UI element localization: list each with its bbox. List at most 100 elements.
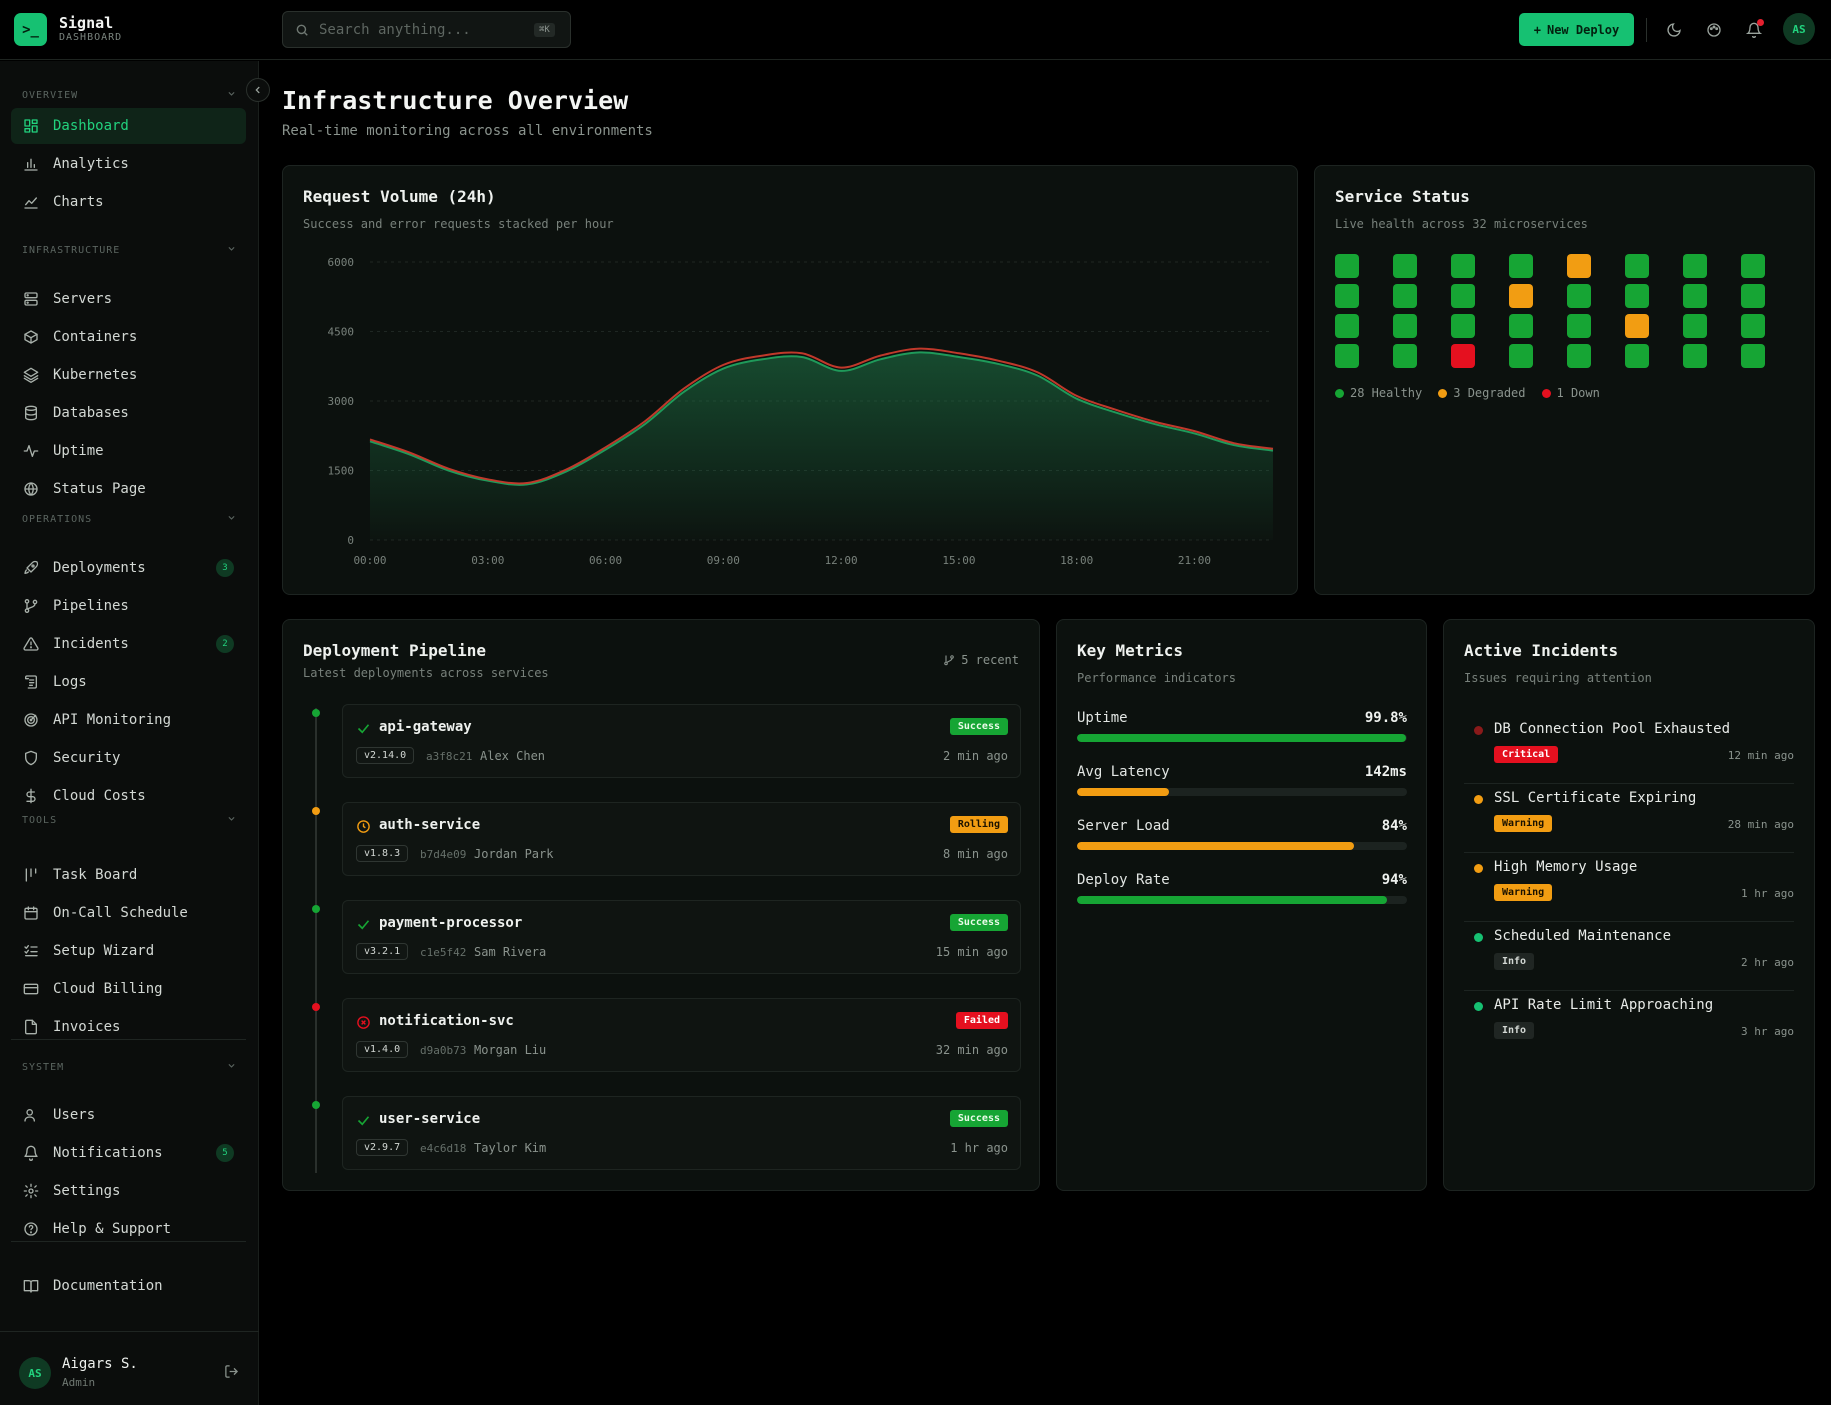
- sidebar-item-cloud-costs[interactable]: Cloud Costs: [11, 778, 246, 814]
- sidebar-item-logs[interactable]: Logs: [11, 664, 246, 700]
- deployment-row[interactable]: api-gateway v2.14.0 a3f8c21 Alex Chen Succes…: [342, 704, 1021, 778]
- incident-item[interactable]: SSL Certificate Expiring Warning 28 min ag…: [1464, 784, 1794, 853]
- sidebar-item-settings[interactable]: Settings: [11, 1173, 246, 1209]
- sidebar-item-containers[interactable]: Containers: [11, 319, 246, 355]
- sidebar-item-invoices[interactable]: Invoices: [11, 1009, 246, 1045]
- service-cell-healthy[interactable]: [1509, 344, 1533, 368]
- deployment-row[interactable]: notification-svc v1.4.0 d9a0b73 Morgan Liu F…: [342, 998, 1021, 1072]
- incident-item[interactable]: API Rate Limit Approaching Info 3 hr ago: [1464, 991, 1794, 1060]
- service-cell-healthy[interactable]: [1451, 284, 1475, 308]
- brand[interactable]: >_ Signal DASHBOARD: [14, 13, 122, 46]
- deployment-name: auth-service: [379, 817, 481, 833]
- service-cell-healthy[interactable]: [1393, 314, 1417, 338]
- sidebar-item-label: Invoices: [53, 1019, 121, 1035]
- progress-track: [1077, 734, 1407, 742]
- service-cell-healthy[interactable]: [1393, 344, 1417, 368]
- sidebar-item-label: Kubernetes: [53, 367, 138, 383]
- service-cell-healthy[interactable]: [1741, 314, 1765, 338]
- moon-icon[interactable]: [1661, 17, 1687, 43]
- service-cell-healthy[interactable]: [1625, 344, 1649, 368]
- service-cell-healthy[interactable]: [1625, 284, 1649, 308]
- legend-down: 1 Down: [1541, 386, 1600, 400]
- service-cell-healthy[interactable]: [1335, 314, 1359, 338]
- section-infrastructure[interactable]: INFRASTRUCTURE: [22, 244, 236, 256]
- plus-icon: +: [1533, 22, 1541, 37]
- sidebar-item-cloud-billing[interactable]: Cloud Billing: [11, 971, 246, 1007]
- sidebar-item-dashboard[interactable]: Dashboard: [11, 108, 246, 144]
- user-role: Admin: [62, 1376, 96, 1389]
- service-cell-healthy[interactable]: [1567, 284, 1591, 308]
- search-input[interactable]: [319, 21, 524, 38]
- service-cell-healthy[interactable]: [1393, 254, 1417, 278]
- section-tools[interactable]: TOOLS: [22, 814, 236, 826]
- sidebar-item-pipelines[interactable]: Pipelines: [11, 588, 246, 624]
- service-cell-healthy[interactable]: [1509, 314, 1533, 338]
- sidebar-item-charts[interactable]: Charts: [11, 184, 246, 220]
- section-overview[interactable]: OVERVIEW: [22, 89, 236, 101]
- service-cell-healthy[interactable]: [1509, 254, 1533, 278]
- service-cell-healthy[interactable]: [1683, 344, 1707, 368]
- service-cell-down[interactable]: [1451, 344, 1475, 368]
- deployment-row[interactable]: auth-service v1.8.3 b7d4e09 Jordan Park Roll…: [342, 802, 1021, 876]
- service-cell-healthy[interactable]: [1335, 344, 1359, 368]
- sidebar-item-users[interactable]: Users: [11, 1097, 246, 1133]
- service-cell-degraded[interactable]: [1625, 314, 1649, 338]
- incident-item[interactable]: Scheduled Maintenance Info 2 hr ago: [1464, 922, 1794, 991]
- search-box[interactable]: ⌘K: [282, 11, 571, 48]
- service-cell-healthy[interactable]: [1625, 254, 1649, 278]
- sidebar-item-api-monitoring[interactable]: API Monitoring: [11, 702, 246, 738]
- service-cell-healthy[interactable]: [1393, 284, 1417, 308]
- service-cell-healthy[interactable]: [1335, 284, 1359, 308]
- help-circle-icon: [23, 1221, 39, 1237]
- bell-icon[interactable]: [1741, 17, 1767, 43]
- sidebar-item-deployments[interactable]: Deployments 3: [11, 550, 246, 586]
- sidebar-item-status-page[interactable]: Status Page: [11, 471, 246, 507]
- service-cell-healthy[interactable]: [1567, 344, 1591, 368]
- service-cell-healthy[interactable]: [1451, 254, 1475, 278]
- service-cell-healthy[interactable]: [1741, 344, 1765, 368]
- incident-item[interactable]: High Memory Usage Warning 1 hr ago: [1464, 853, 1794, 922]
- page-subtitle: Real-time monitoring across all environm…: [282, 123, 653, 139]
- service-cell-healthy[interactable]: [1451, 314, 1475, 338]
- sidebar-item-servers[interactable]: Servers: [11, 281, 246, 317]
- sidebar-item-documentation[interactable]: Documentation: [11, 1268, 246, 1304]
- deployment-row[interactable]: payment-processor v3.2.1 c1e5f42 Sam Rivera…: [342, 900, 1021, 974]
- sidebar-item-databases[interactable]: Databases: [11, 395, 246, 431]
- sidebar-item-help-support[interactable]: Help & Support: [11, 1211, 246, 1247]
- service-cell-healthy[interactable]: [1335, 254, 1359, 278]
- section-operations[interactable]: OPERATIONS: [22, 513, 236, 525]
- calendar-icon: [23, 905, 39, 921]
- severity-dot: [1474, 864, 1483, 873]
- incident-divider: [1464, 852, 1794, 853]
- new-deploy-button[interactable]: + New Deploy: [1519, 13, 1634, 46]
- service-cell-healthy[interactable]: [1741, 254, 1765, 278]
- service-cell-healthy[interactable]: [1683, 254, 1707, 278]
- shield-icon: [23, 750, 39, 766]
- sidebar-item-setup-wizard[interactable]: Setup Wizard: [11, 933, 246, 969]
- sidebar-item-analytics[interactable]: Analytics: [11, 146, 246, 182]
- sidebar-item-security[interactable]: Security: [11, 740, 246, 776]
- palette-icon[interactable]: [1701, 17, 1727, 43]
- logout-icon[interactable]: [224, 1364, 239, 1383]
- sidebar-item-task-board[interactable]: Task Board: [11, 857, 246, 893]
- sidebar-item-on-call-schedule[interactable]: On-Call Schedule: [11, 895, 246, 931]
- severity-dot: [1474, 726, 1483, 735]
- box-icon: [23, 329, 39, 345]
- sidebar-item-incidents[interactable]: Incidents 2: [11, 626, 246, 662]
- user-avatar[interactable]: AS: [1783, 13, 1815, 45]
- service-cell-healthy[interactable]: [1741, 284, 1765, 308]
- collapse-sidebar-button[interactable]: [246, 78, 270, 102]
- service-cell-degraded[interactable]: [1567, 254, 1591, 278]
- deployment-row[interactable]: user-service v2.9.7 e4c6d18 Taylor Kim Succe…: [342, 1096, 1021, 1170]
- sidebar-item-notifications[interactable]: Notifications 5: [11, 1135, 246, 1171]
- section-system[interactable]: SYSTEM: [22, 1061, 236, 1073]
- sidebar-item-uptime[interactable]: Uptime: [11, 433, 246, 469]
- service-cell-healthy[interactable]: [1683, 314, 1707, 338]
- scroll-icon: [23, 674, 39, 690]
- service-cell-healthy[interactable]: [1683, 284, 1707, 308]
- sidebar-item-kubernetes[interactable]: Kubernetes: [11, 357, 246, 393]
- user-profile[interactable]: AS Aigars S. Admin: [0, 1331, 259, 1405]
- service-cell-healthy[interactable]: [1567, 314, 1591, 338]
- service-cell-degraded[interactable]: [1509, 284, 1533, 308]
- incident-item[interactable]: DB Connection Pool Exhausted Critical 12 m…: [1464, 715, 1794, 784]
